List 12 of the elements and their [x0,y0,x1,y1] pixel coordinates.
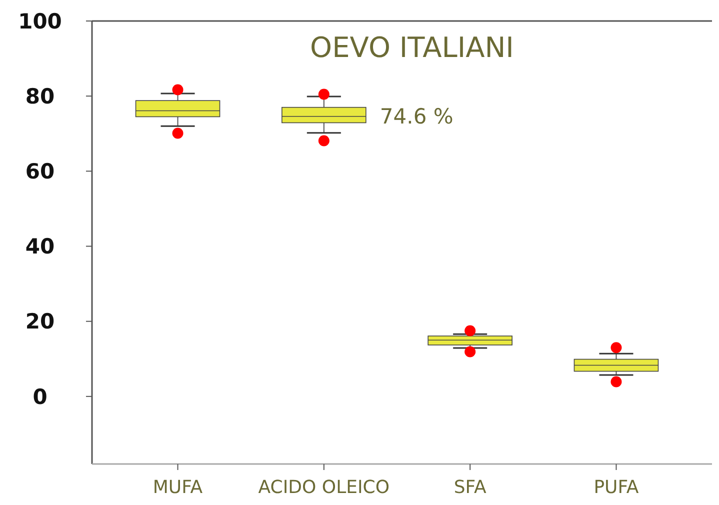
y-tick-label: 40 [25,234,55,259]
x-tick-label: MUFA [152,477,204,498]
x-tick-label: PUFA [594,477,640,498]
y-tick-label: 80 [25,84,55,108]
y-tick-label: 0 [32,384,48,409]
x-tick-label: SFA [454,477,487,498]
chart-title: OEVO ITALIANI [310,31,514,64]
y-tick-label: 60 [25,160,55,184]
y-tick-label: 100 [18,9,62,34]
x-tick-label: ACIDO OLEICO [258,477,390,498]
y-tick-label: 20 [25,310,55,334]
annotation: 74.6 % [380,104,454,129]
